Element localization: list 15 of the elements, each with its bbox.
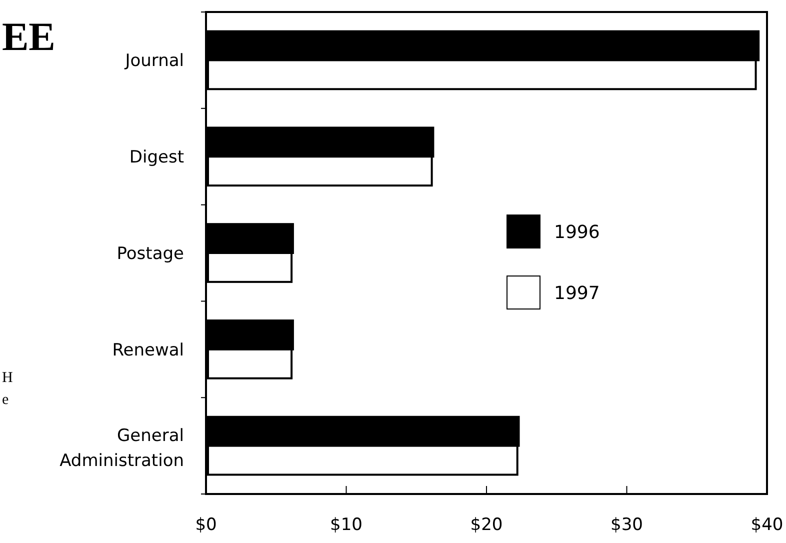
x-tick-label: $30 (610, 515, 643, 536)
x-tick-label: $10 (330, 515, 362, 536)
legend-label: 1996 (554, 222, 600, 243)
y-tick-label: Renewal (112, 340, 184, 360)
text: e (2, 392, 9, 408)
chart-title: EE (2, 14, 56, 59)
y-tick-label: Digest (129, 148, 184, 168)
legend-label: 1997 (554, 283, 600, 304)
y-tick-label: Postage (116, 244, 184, 264)
y-tick-label: General Administration (60, 426, 184, 471)
text: H (2, 370, 13, 386)
y-tick-label: Journal (124, 51, 184, 72)
x-tick-label: $40 (750, 515, 784, 536)
x-tick-label: $0 (195, 515, 217, 536)
x-tick-label: $20 (470, 515, 503, 536)
